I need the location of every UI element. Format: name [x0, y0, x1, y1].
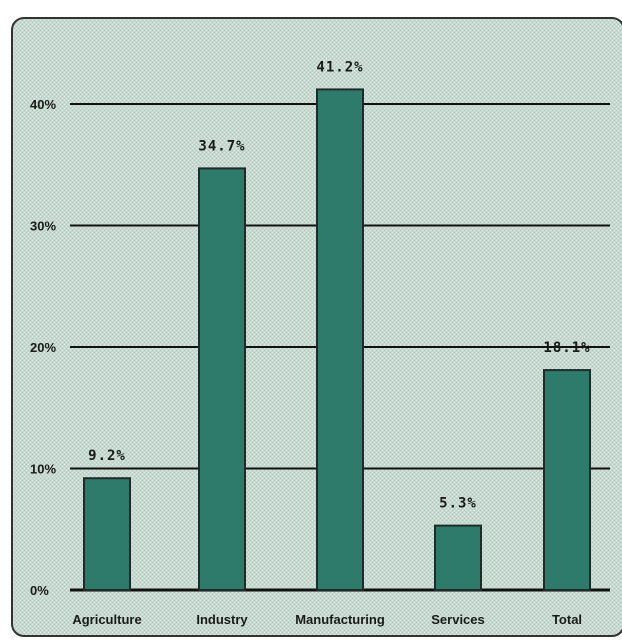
y-axis-ticks: 0% 10% 20% 30% 40% — [30, 97, 56, 598]
category-label: Services — [431, 612, 485, 627]
y-tick-label: 40% — [30, 97, 56, 112]
data-label: 18.1% — [543, 340, 590, 356]
data-label: 9.2% — [88, 448, 126, 464]
data-label: 34.7% — [198, 138, 245, 154]
y-tick-label: 10% — [30, 462, 56, 477]
bar-industry — [198, 167, 246, 592]
y-tick-label: 0% — [30, 583, 49, 598]
data-label: 5.3% — [439, 496, 477, 512]
x-axis-categories: Agriculture Industry Manufacturing Services… — [72, 612, 582, 627]
bar-agriculture — [83, 477, 131, 591]
data-label: 41.2% — [316, 59, 363, 75]
category-label: Agriculture — [72, 612, 141, 627]
category-label: Manufacturing — [295, 612, 385, 627]
y-tick-label: 30% — [30, 219, 56, 234]
y-tick-label: 20% — [30, 340, 56, 355]
bars — [83, 88, 591, 592]
category-label: Total — [552, 612, 582, 627]
category-label: Industry — [196, 612, 248, 627]
bar-services — [434, 524, 482, 591]
data-labels: 9.2% 34.7% 41.2% 5.3% 18.1% — [88, 59, 590, 512]
bar-manufacturing — [316, 88, 364, 591]
bar-total — [543, 369, 591, 591]
